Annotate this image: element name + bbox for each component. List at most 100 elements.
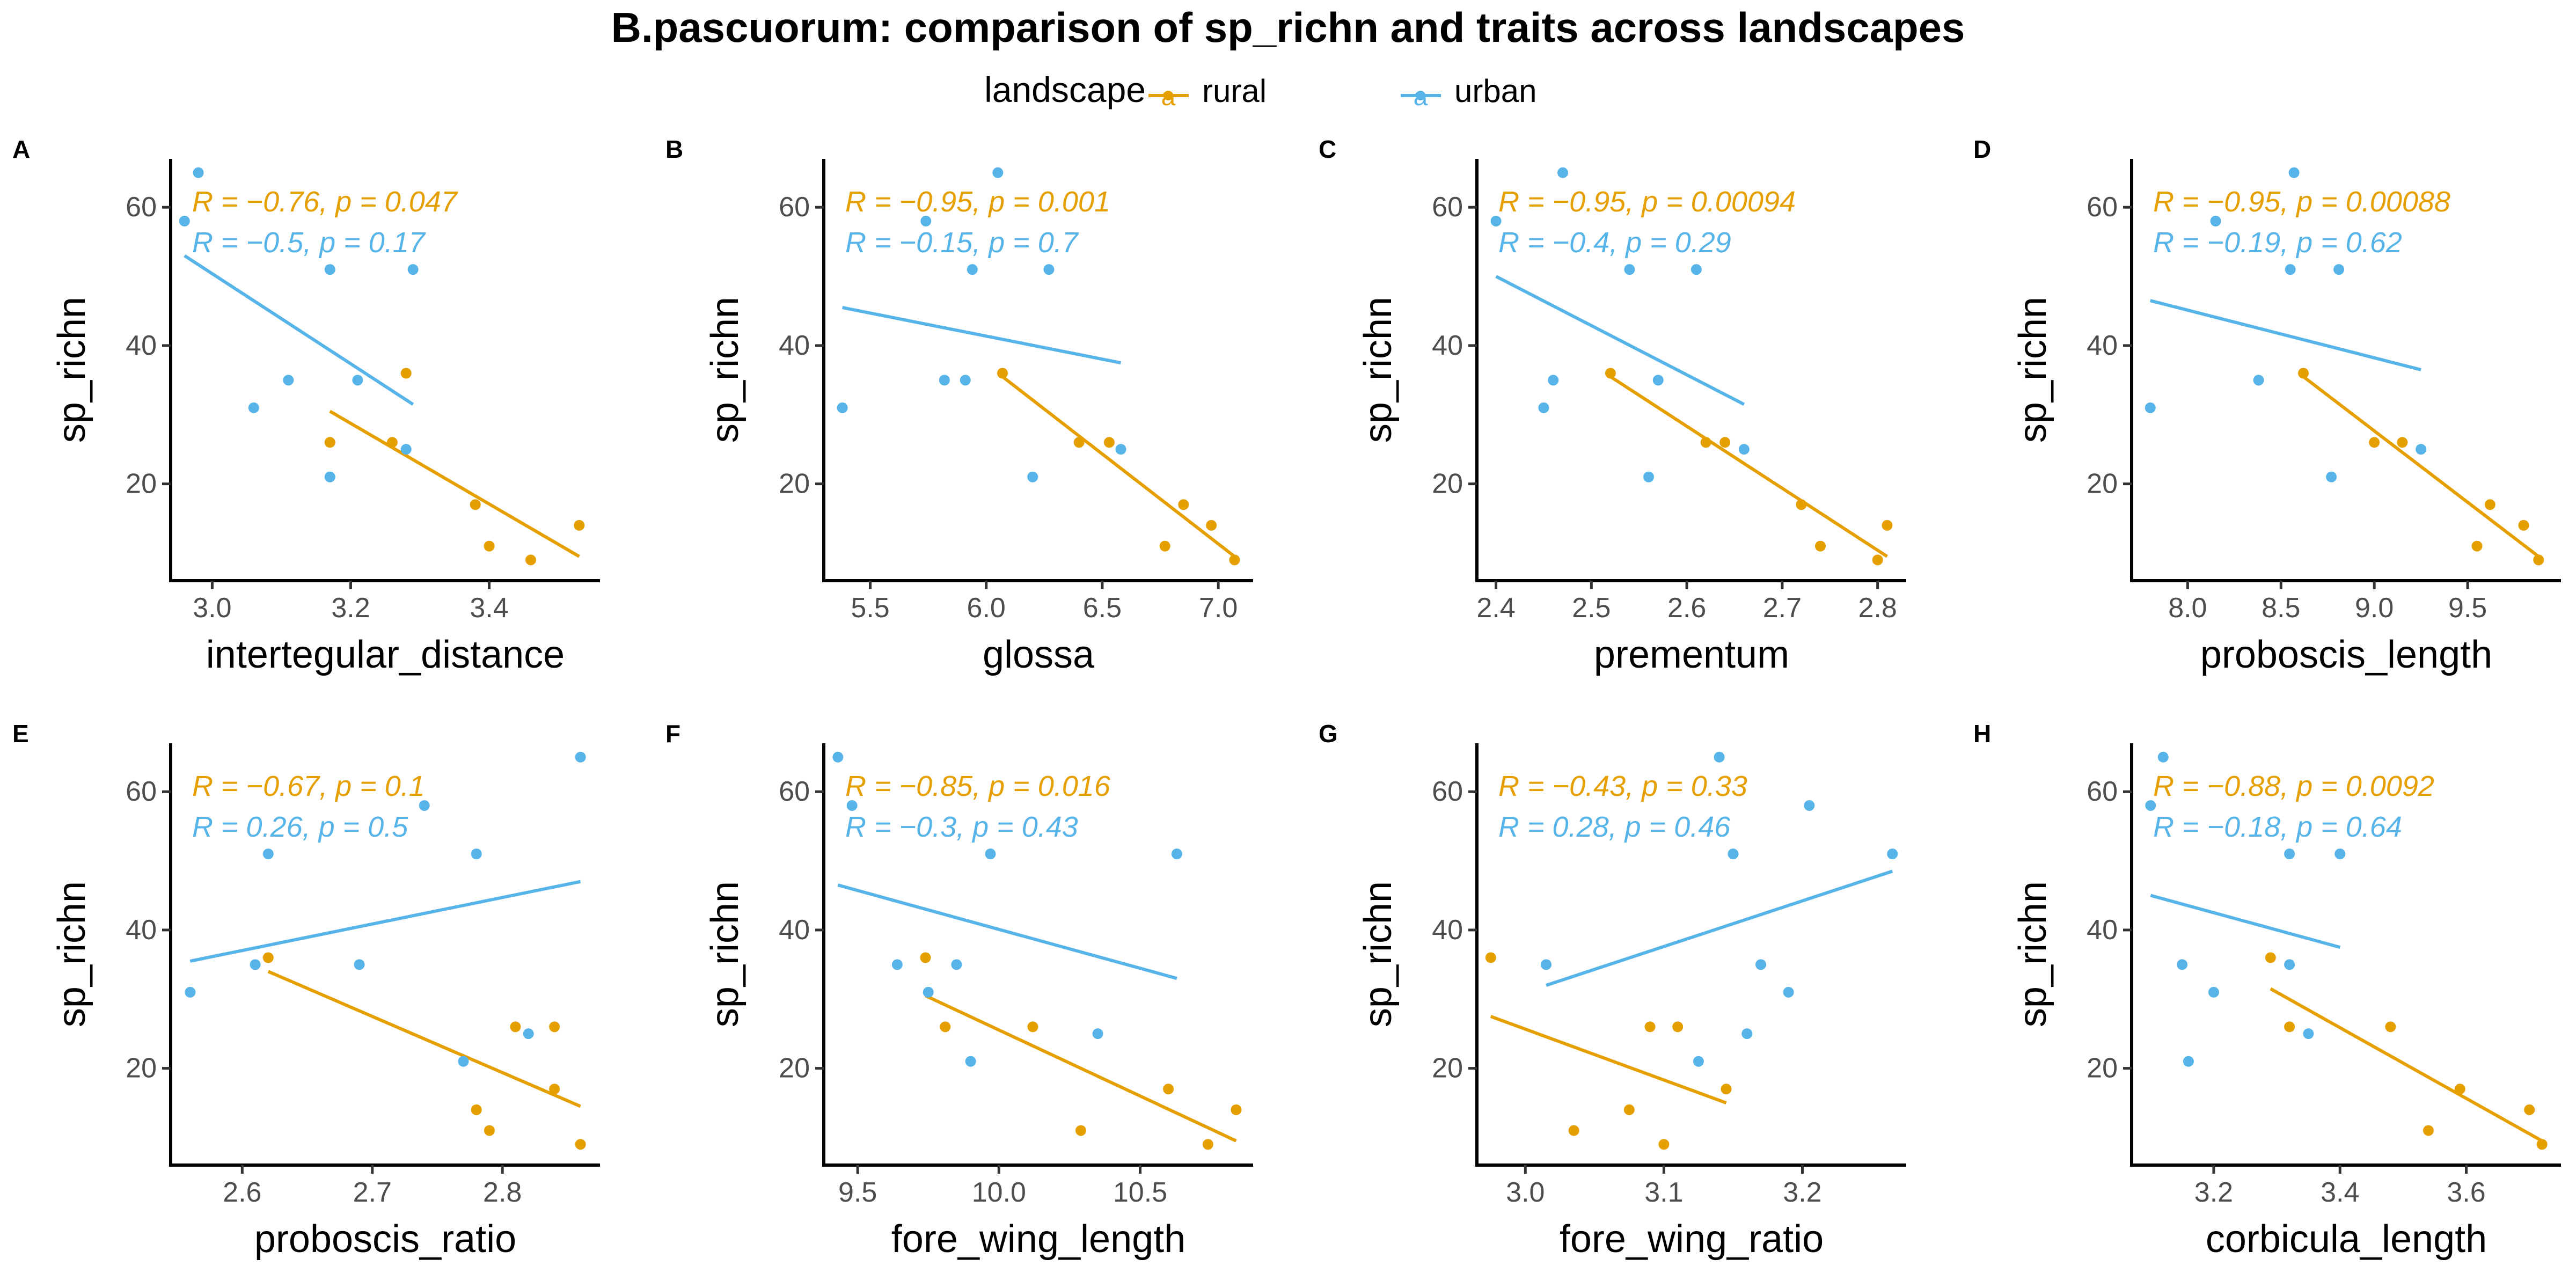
data-point-urban <box>846 800 858 811</box>
data-point-rural <box>549 1021 560 1033</box>
data-point-urban <box>2285 264 2296 275</box>
correlation-label-urban: R = −0.4, p = 0.29 <box>1498 226 1731 259</box>
data-point-urban <box>939 375 950 386</box>
y-axis-title: sp_richn <box>704 297 747 443</box>
panel-tag-b: B <box>665 135 683 163</box>
panel-tag-c: C <box>1319 135 1336 163</box>
x-tick-label: 5.5 <box>851 592 889 624</box>
data-point-urban <box>1741 1028 1753 1040</box>
data-point-urban <box>2145 800 2156 811</box>
data-point-rural <box>484 540 495 552</box>
panel-b: B 20 40 60 5.5 6.0 6.5 7.0 glossa sp_richn R = −0.… <box>665 135 1253 676</box>
data-point-urban <box>951 959 962 970</box>
x-tick-label: 2.4 <box>1476 592 1515 624</box>
y-tick-label: 20 <box>1432 1053 1463 1084</box>
data-point-rural <box>1202 1139 1213 1150</box>
x-axis-title: corbicula_length <box>2206 1218 2487 1261</box>
data-point-rural <box>1485 952 1496 963</box>
data-point-urban <box>419 800 430 811</box>
x-axis-title: intertegular_distance <box>206 633 565 676</box>
data-point-rural <box>575 1139 586 1150</box>
data-point-urban <box>1887 848 1898 860</box>
legend-key-urban-glyph: a <box>1414 83 1428 111</box>
x-tick-label: 3.6 <box>2447 1177 2485 1208</box>
fit-line-urban <box>1546 869 1893 987</box>
y-tick-label: 20 <box>1432 469 1463 500</box>
data-point-urban <box>2288 167 2300 178</box>
data-point-urban <box>2183 1056 2194 1067</box>
fit-line-rural <box>1609 375 1889 558</box>
x-axis-title: fore_wing_ratio <box>1560 1218 1824 1261</box>
correlation-label-rural: R = −0.95, p = 0.001 <box>845 186 1110 218</box>
data-point-urban <box>352 375 363 386</box>
fit-line-rural <box>1490 1015 1727 1104</box>
correlation-label-urban: R = −0.18, p = 0.64 <box>2153 811 2402 843</box>
data-point-urban <box>185 986 196 998</box>
panel-tag-f: F <box>665 720 680 748</box>
data-point-urban <box>1755 959 1767 970</box>
fit-line-rural <box>1001 375 1236 558</box>
x-tick-label: 10.5 <box>1113 1177 1167 1208</box>
x-tick-label: 2.6 <box>1667 592 1706 624</box>
data-point-urban <box>1490 215 1502 226</box>
x-tick-label: 10.0 <box>972 1177 1026 1208</box>
panel-a: A 20 40 60 3.0 3.2 3.4 intertegular_distance sp_… <box>12 135 600 676</box>
correlation-label-urban: R = −0.15, p = 0.7 <box>845 226 1079 259</box>
y-tick-label: 20 <box>2087 1053 2118 1084</box>
correlation-label-urban: R = 0.26, p = 0.5 <box>192 811 408 843</box>
data-point-rural <box>1231 1104 1242 1115</box>
data-point-urban <box>400 444 412 455</box>
data-point-rural <box>2284 1021 2295 1033</box>
data-point-urban <box>923 986 934 998</box>
x-axis-title: proboscis_ratio <box>254 1218 516 1261</box>
data-point-urban <box>324 264 335 275</box>
data-point-rural <box>1796 499 1807 510</box>
x-tick-label: 8.5 <box>2262 592 2300 624</box>
x-tick-label: 3.1 <box>1644 1177 1683 1208</box>
legend-key-rural-point <box>1163 91 1173 100</box>
legend-title: landscape <box>984 70 1146 109</box>
data-point-rural <box>1073 437 1085 448</box>
data-point-urban <box>2284 959 2295 970</box>
data-point-urban <box>1538 402 1549 413</box>
fit-line-urban <box>842 306 1122 365</box>
x-tick-label: 2.5 <box>1572 592 1611 624</box>
x-tick-label: 3.0 <box>193 592 231 624</box>
data-point-urban <box>1171 848 1182 860</box>
fit-line-rural <box>2302 375 2540 558</box>
data-point-rural <box>1644 1021 1656 1033</box>
x-tick-label: 7.0 <box>1199 592 1238 624</box>
data-point-rural <box>1815 540 1826 552</box>
data-point-rural <box>484 1125 495 1136</box>
panel-tag-e: E <box>12 720 29 748</box>
data-point-urban <box>354 959 365 970</box>
data-point-urban <box>248 402 259 413</box>
data-point-rural <box>2536 1139 2548 1150</box>
y-tick-label: 20 <box>2087 469 2118 500</box>
legend-key-urban-point <box>1416 91 1425 100</box>
fit-line-urban <box>2150 894 2341 949</box>
data-point-urban <box>1804 800 1815 811</box>
data-point-urban <box>1693 1056 1704 1067</box>
fit-line-urban <box>2150 299 2421 371</box>
data-point-urban <box>2303 1028 2314 1040</box>
data-point-urban <box>523 1028 534 1040</box>
x-axis-title: prementum <box>1594 633 1789 676</box>
data-point-urban <box>1092 1028 1103 1040</box>
data-point-rural <box>1075 1125 1086 1136</box>
data-point-urban <box>1643 471 1654 482</box>
data-point-rural <box>574 519 585 531</box>
data-point-rural <box>386 437 398 448</box>
data-point-urban <box>2157 751 2169 763</box>
y-tick-label: 40 <box>1432 914 1463 946</box>
x-tick-label: 8.0 <box>2168 592 2207 624</box>
y-tick-label: 60 <box>126 776 157 807</box>
fit-line-rural <box>2270 987 2543 1143</box>
data-point-rural <box>2397 437 2408 448</box>
data-point-rural <box>1027 1021 1038 1033</box>
legend: landscape a rural a urban <box>984 70 1536 111</box>
data-point-urban <box>1027 471 1038 482</box>
fit-line-urban <box>184 254 414 406</box>
data-point-rural <box>2533 554 2544 566</box>
